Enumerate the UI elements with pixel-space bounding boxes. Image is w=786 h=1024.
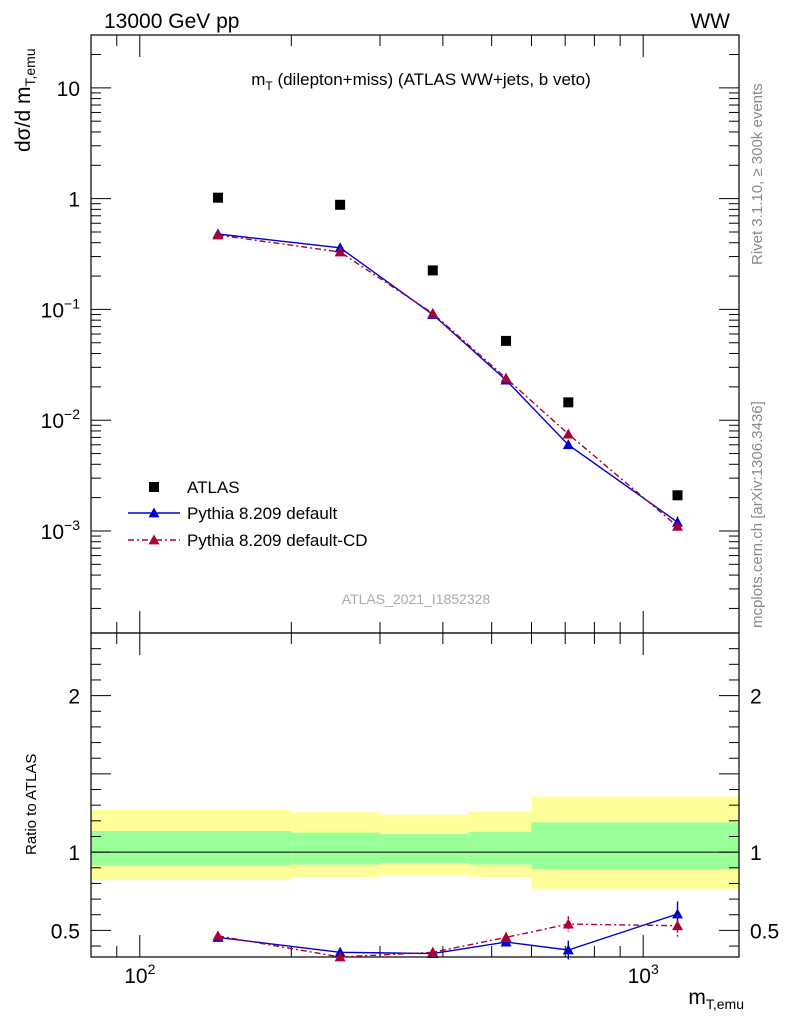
legend-atlas-marker xyxy=(149,482,159,492)
y-tick-base: 10 xyxy=(41,410,64,433)
legend-label-0: ATLAS xyxy=(187,478,240,497)
y-tick-label-2: 10−1 xyxy=(41,295,81,322)
xlabel-sub: T,emu xyxy=(706,996,744,1012)
main-atlas-point-0 xyxy=(212,192,223,203)
ratio-y-tick-label-left-2: 2 xyxy=(68,686,80,709)
main-atlas-point-4 xyxy=(563,397,574,408)
x-tick-base: 10 xyxy=(628,965,651,988)
uncertainty-band-inner-1 xyxy=(291,832,380,865)
y-tick-base: 10 xyxy=(57,78,80,101)
ratio-pythia-default-cd-line xyxy=(217,923,678,958)
y-tick-exp: −2 xyxy=(64,406,80,422)
main-atlas-point-5 xyxy=(672,490,683,501)
main-pythia-default-cd-marker-4 xyxy=(562,428,574,439)
y-tick-base: 1 xyxy=(68,189,80,212)
energy-label: 13000 GeV pp xyxy=(104,10,239,33)
uncertainty-band-inner-2 xyxy=(379,834,469,864)
legend-pythia-marker xyxy=(148,507,160,518)
ratio-y-tick-label-right-2: 2 xyxy=(750,686,762,709)
main-atlas-point-3 xyxy=(501,335,512,346)
process-label: WW xyxy=(690,10,730,33)
x-tick-exp: 3 xyxy=(651,961,659,977)
main-pythia-default-cd-marker-0 xyxy=(212,229,224,240)
y-tick-label-4: 10−3 xyxy=(41,517,81,544)
ratio-y-axis-label: Ratio to ATLAS xyxy=(23,754,40,855)
main-pythia-default-line xyxy=(217,233,678,523)
ratio-pythia-default-cd-marker-3 xyxy=(500,931,512,942)
analysis-watermark: ATLAS_2021_I1852328 xyxy=(342,591,491,607)
x-axis-label: mT,emu xyxy=(688,986,744,1012)
y-tick-base: 10 xyxy=(41,299,64,322)
y-tick-exp: −1 xyxy=(64,295,80,311)
main-atlas-point-2 xyxy=(427,265,438,276)
rivet-label: Rivet 3.1.10, ≥ 300k events xyxy=(749,83,766,265)
legend-label-2: Pythia 8.209 default-CD xyxy=(187,531,368,550)
main-pythia-default-cd-marker-3 xyxy=(500,372,512,383)
uncertainty-band-inner-3 xyxy=(468,831,532,865)
x-tick-label-0: 102 xyxy=(124,961,155,988)
x-tick-exp: 2 xyxy=(148,961,156,977)
main-plot-title: mT (dilepton+miss) (ATLAS WW+jets, b vet… xyxy=(251,70,591,93)
ratio-pythia-default-cd-marker-0 xyxy=(212,930,224,941)
ylabel-main: dσ/d m xyxy=(12,87,35,152)
title-sub: T xyxy=(265,79,273,93)
legend: ATLAS Pythia 8.209 default Pythia 8.209 de… xyxy=(128,478,368,550)
title-rest: (dilepton+miss) (ATLAS WW+jets, b veto) xyxy=(273,70,591,89)
main-pythia-default-cd-marker-5 xyxy=(672,520,684,531)
ratio-pythia-default-cd-marker-1 xyxy=(334,951,346,962)
legend-label-1: Pythia 8.209 default xyxy=(187,504,338,523)
ratio-pythia-default-line xyxy=(217,913,678,955)
ratio-pythia-default-marker-5 xyxy=(672,908,684,919)
y-tick-label-1: 1 xyxy=(68,189,80,212)
ratio-y-tick-label-left-0: 0.5 xyxy=(51,920,80,943)
y-tick-label-0: 10 xyxy=(57,78,80,101)
main-pythia-default-cd-marker-2 xyxy=(427,307,439,318)
xlabel-main: m xyxy=(688,986,706,1009)
main-pythia-default-cd-line xyxy=(217,234,678,527)
main-pythia-default-cd-marker-1 xyxy=(334,246,346,257)
main-pythia-default-marker-4 xyxy=(562,439,574,450)
ratio-y-tick-label-right-1: 1 xyxy=(750,842,762,865)
title-m: m xyxy=(251,70,265,89)
uncertainty-band-inner-0 xyxy=(91,831,292,866)
y-tick-label-3: 10−2 xyxy=(41,406,81,433)
x-tick-base: 10 xyxy=(124,965,147,988)
y-tick-exp: −3 xyxy=(64,517,80,533)
uncertainty-band-inner-4 xyxy=(531,822,739,870)
ratio-pythia-default-cd-marker-4 xyxy=(562,918,574,929)
ratio-pythia-default-marker-4 xyxy=(562,944,574,955)
mcplots-label: mcplots.cern.ch [arXiv:1306.3436] xyxy=(749,401,766,628)
y-tick-base: 10 xyxy=(41,521,64,544)
ratio-frame xyxy=(90,632,740,958)
ratio-pythia-default-cd-marker-2 xyxy=(427,946,439,957)
main-atlas-point-1 xyxy=(335,199,346,210)
x-tick-label-1: 103 xyxy=(628,961,659,988)
legend-pythia-cd-marker xyxy=(148,534,160,545)
ratio-y-tick-label-right-0: 0.5 xyxy=(750,920,779,943)
ratio-y-tick-label-left-1: 1 xyxy=(68,842,80,865)
ylabel-sub: T,emu xyxy=(22,48,38,86)
main-y-axis-label: dσ/d mT,emu xyxy=(12,48,38,152)
ratio-pythia-default-cd-marker-5 xyxy=(672,920,684,931)
